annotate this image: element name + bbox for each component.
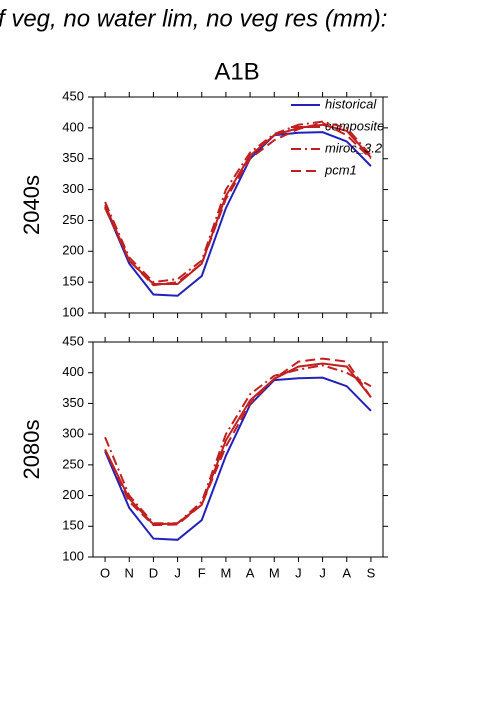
x-tick-label: N xyxy=(125,565,134,580)
legend-label: pcm1 xyxy=(324,162,357,177)
x-tick-label: F xyxy=(198,565,206,580)
y-tick-label: 300 xyxy=(62,181,84,196)
y-tick-label: 450 xyxy=(62,88,84,103)
y-tick-label: 400 xyxy=(62,364,84,379)
x-tick-label: A xyxy=(342,565,351,580)
series-line xyxy=(104,131,372,297)
series-line xyxy=(104,357,372,527)
y-tick-label: 150 xyxy=(62,274,84,289)
x-tick-label: A xyxy=(246,565,255,580)
series-line xyxy=(104,364,372,525)
x-tick-label: M xyxy=(269,565,280,580)
y-axis-label: 2080s xyxy=(19,420,44,480)
chart-subtitle: A1B xyxy=(214,58,259,85)
y-tick-label: 400 xyxy=(62,119,84,134)
x-tick-label: J xyxy=(174,565,181,580)
x-tick-label: O xyxy=(100,565,110,580)
y-tick-label: 300 xyxy=(62,426,84,441)
y-tick-label: 200 xyxy=(62,487,84,502)
series-line xyxy=(104,121,372,287)
series-line xyxy=(104,362,372,526)
y-axis-label: 2040s xyxy=(19,175,44,235)
plot-frame xyxy=(92,96,384,314)
legend-label: composite xyxy=(325,118,384,133)
series-line xyxy=(104,120,372,284)
y-tick-label: 150 xyxy=(62,518,84,533)
legend-label: historical xyxy=(325,96,377,111)
series-line xyxy=(104,376,372,541)
y-tick-label: 200 xyxy=(62,243,84,258)
plot-frame xyxy=(92,341,384,558)
chart-title: f veg, no water lim, no veg res (mm): xyxy=(0,5,387,32)
x-tick-label: J xyxy=(319,565,326,580)
legend-label: miroc_3.2 xyxy=(325,140,383,155)
x-tick-label: S xyxy=(367,565,376,580)
x-tick-label: J xyxy=(295,565,302,580)
y-tick-label: 350 xyxy=(62,150,84,165)
x-tick-label: D xyxy=(149,565,158,580)
y-tick-label: 100 xyxy=(62,304,84,319)
x-tick-label: M xyxy=(220,565,231,580)
y-tick-label: 350 xyxy=(62,395,84,410)
y-tick-label: 250 xyxy=(62,456,84,471)
y-tick-label: 450 xyxy=(62,333,84,348)
y-tick-label: 100 xyxy=(62,548,84,563)
y-tick-label: 250 xyxy=(62,212,84,227)
